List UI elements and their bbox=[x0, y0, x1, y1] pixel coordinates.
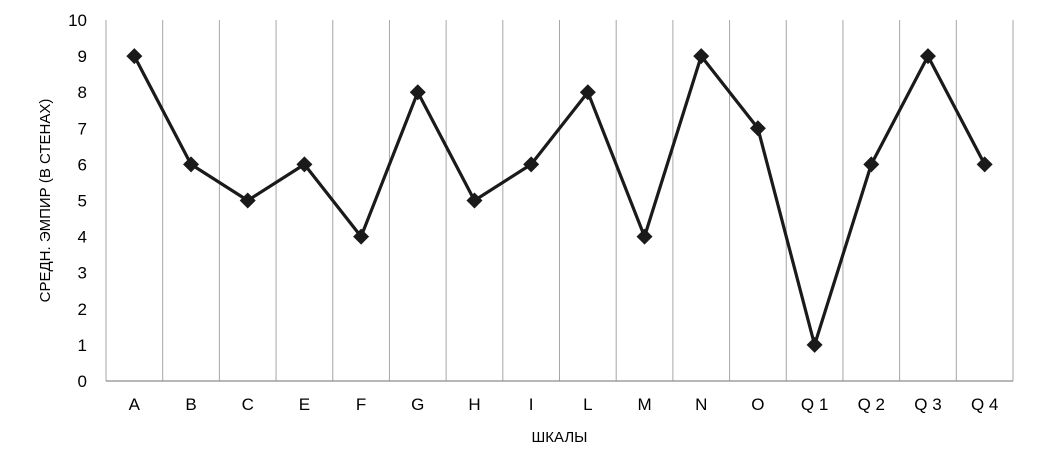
y-tick-label: 4 bbox=[78, 228, 87, 247]
data-point-marker bbox=[466, 192, 483, 209]
x-tick-label: Q 1 bbox=[801, 395, 828, 414]
x-tick-label: H bbox=[468, 395, 480, 414]
data-point-marker bbox=[296, 156, 313, 173]
data-point-marker bbox=[239, 192, 256, 209]
grid bbox=[105, 20, 1014, 382]
x-tick-label: I bbox=[529, 395, 534, 414]
series-path bbox=[132, 54, 987, 347]
y-axis-title: СРЕДН. ЭМПИР (В СТЕНАХ) bbox=[37, 99, 54, 303]
data-point-marker bbox=[409, 84, 426, 101]
y-tick-label: 9 bbox=[78, 47, 87, 66]
x-tick-label: E bbox=[299, 395, 310, 414]
x-tick-label: Q 2 bbox=[858, 395, 885, 414]
y-tick-label: 2 bbox=[78, 300, 87, 319]
y-tick-label: 3 bbox=[78, 264, 87, 283]
x-tick-label: M bbox=[637, 395, 651, 414]
data-point-marker bbox=[353, 228, 370, 245]
data-point-marker bbox=[919, 48, 936, 65]
y-tick-label: 6 bbox=[78, 155, 87, 174]
y-tick-label: 5 bbox=[78, 192, 87, 211]
x-axis-ticks: A B C E F G H I L M N O Q 1 Q 2 Q 3 Q 4 bbox=[129, 395, 999, 414]
x-tick-label: Q 3 bbox=[914, 395, 941, 414]
data-point-marker bbox=[523, 156, 540, 173]
x-tick-label: A bbox=[129, 395, 141, 414]
data-point-marker bbox=[863, 156, 880, 173]
x-axis-title: ШКАЛЫ bbox=[532, 429, 588, 446]
y-tick-label: 10 bbox=[68, 11, 87, 30]
data-point-marker bbox=[976, 156, 993, 173]
data-point-marker bbox=[183, 156, 200, 173]
y-tick-label: 0 bbox=[78, 372, 87, 391]
x-tick-label: O bbox=[751, 395, 764, 414]
data-markers bbox=[126, 48, 993, 353]
series-line bbox=[132, 54, 987, 347]
y-axis-ticks: 0 1 2 3 4 5 6 7 8 9 10 bbox=[68, 11, 87, 391]
data-point-marker bbox=[693, 48, 710, 65]
x-tick-label: N bbox=[695, 395, 707, 414]
x-tick-label: B bbox=[185, 395, 196, 414]
y-tick-label: 1 bbox=[78, 336, 87, 355]
data-point-marker bbox=[636, 228, 653, 245]
x-tick-label: L bbox=[583, 395, 592, 414]
data-point-marker bbox=[579, 84, 596, 101]
data-point-marker bbox=[126, 48, 143, 65]
x-tick-label: Q 4 bbox=[971, 395, 998, 414]
x-tick-label: G bbox=[411, 395, 424, 414]
x-tick-label: C bbox=[242, 395, 254, 414]
y-tick-label: 8 bbox=[78, 83, 87, 102]
data-point-marker bbox=[749, 120, 766, 137]
x-tick-label: F bbox=[356, 395, 366, 414]
data-point-marker bbox=[806, 336, 823, 353]
y-tick-label: 7 bbox=[78, 119, 87, 138]
